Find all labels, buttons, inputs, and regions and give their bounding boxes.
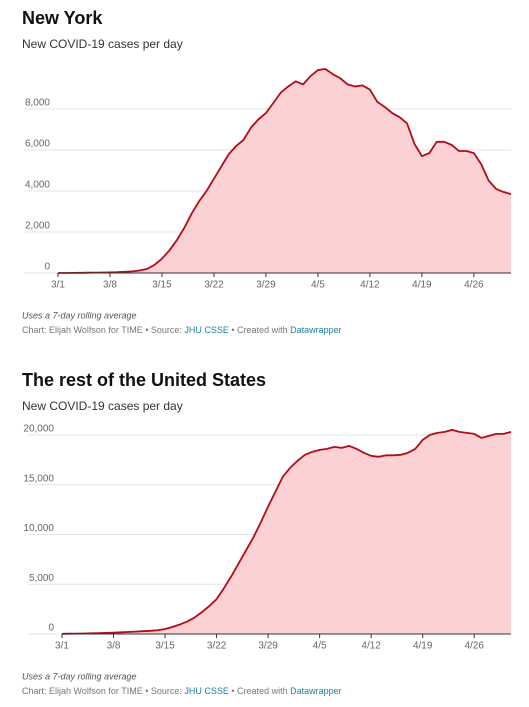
- x-tick-label: 4/12: [360, 280, 380, 291]
- chart: The rest of the United States New COVID-1…: [22, 370, 512, 696]
- x-tick-label: 3/1: [51, 280, 65, 291]
- x-tick-label: 3/15: [152, 280, 172, 291]
- area: [62, 429, 511, 634]
- x-tick-label: 4/19: [413, 641, 433, 652]
- area: [58, 69, 511, 273]
- source-link[interactable]: JHU CSSE: [184, 325, 229, 335]
- y-tick-label: 5,000: [29, 573, 54, 584]
- chart: New York New COVID-19 cases per day 0 2,000…: [22, 8, 512, 335]
- credit-text: Chart: Elijah Wolfson for TIME • Source:: [22, 325, 184, 335]
- tool-link[interactable]: Datawrapper: [290, 686, 342, 696]
- note: Uses a 7-day rolling average: [22, 310, 137, 320]
- x-tick-label: 3/8: [103, 280, 117, 291]
- x-tick-label: 4/5: [313, 641, 327, 652]
- x-tick-label: 4/26: [464, 280, 484, 291]
- x-tick-label: 4/12: [361, 641, 381, 652]
- x-tick-label: 3/22: [204, 280, 224, 291]
- credit-text: • Created with: [229, 686, 290, 696]
- x-tick-label: 3/29: [256, 280, 276, 291]
- x-tick-label: 3/29: [258, 641, 278, 652]
- y-tick-label: 20,000: [23, 424, 54, 435]
- y-tick-label: 10,000: [23, 523, 54, 534]
- x-tick-label: 3/1: [55, 641, 69, 652]
- x-tick-label: 4/5: [311, 280, 325, 291]
- chart-subtitle: New COVID-19 cases per day: [22, 37, 183, 51]
- x-tick-label: 3/22: [207, 641, 227, 652]
- x-tick-label: 4/26: [464, 641, 484, 652]
- note: Uses a 7-day rolling average: [22, 671, 137, 681]
- credit-text: • Created with: [229, 325, 290, 335]
- line: [61, 429, 512, 635]
- credit: Chart: Elijah Wolfson for TIME • Source:…: [22, 325, 342, 335]
- x-tick-label: 3/15: [155, 641, 175, 652]
- chart-title: New York: [22, 8, 103, 28]
- chart-subtitle: New COVID-19 cases per day: [22, 399, 183, 413]
- y-tick-label: 6,000: [25, 139, 50, 150]
- y-tick-label: 0: [48, 623, 54, 634]
- chart-title: The rest of the United States: [22, 370, 266, 390]
- source-link[interactable]: JHU CSSE: [184, 686, 229, 696]
- y-tick-label: 4,000: [25, 180, 50, 191]
- y-tick-label: 8,000: [25, 98, 50, 109]
- x-tick-label: 3/8: [107, 641, 121, 652]
- x-tick-label: 4/19: [412, 280, 432, 291]
- line: [58, 68, 512, 274]
- tool-link[interactable]: Datawrapper: [290, 325, 342, 335]
- credit-text: Chart: Elijah Wolfson for TIME • Source:: [22, 686, 184, 696]
- y-tick-label: 0: [44, 262, 50, 273]
- credit: Chart: Elijah Wolfson for TIME • Source:…: [22, 686, 342, 696]
- y-tick-label: 2,000: [25, 221, 50, 232]
- y-tick-label: 15,000: [23, 473, 54, 484]
